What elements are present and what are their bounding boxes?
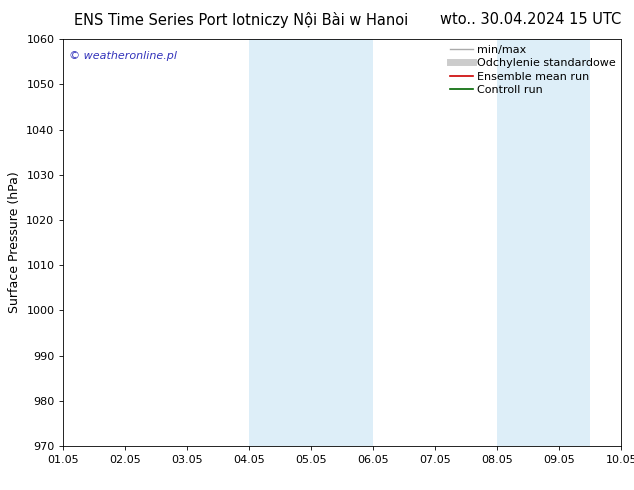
Text: ENS Time Series Port lotniczy Nội Bài w Hanoi: ENS Time Series Port lotniczy Nội Bài w …	[74, 12, 408, 28]
Bar	[249, 39, 311, 446]
Legend: min/max, Odchylenie standardowe, Ensemble mean run, Controll run: min/max, Odchylenie standardowe, Ensembl…	[450, 45, 616, 95]
Text: wto.. 30.04.2024 15 UTC: wto.. 30.04.2024 15 UTC	[440, 12, 621, 27]
Bar	[497, 39, 559, 446]
Y-axis label: Surface Pressure (hPa): Surface Pressure (hPa)	[8, 172, 21, 314]
Text: © weatheronline.pl: © weatheronline.pl	[69, 51, 177, 61]
Bar	[559, 39, 590, 446]
Bar	[311, 39, 373, 446]
